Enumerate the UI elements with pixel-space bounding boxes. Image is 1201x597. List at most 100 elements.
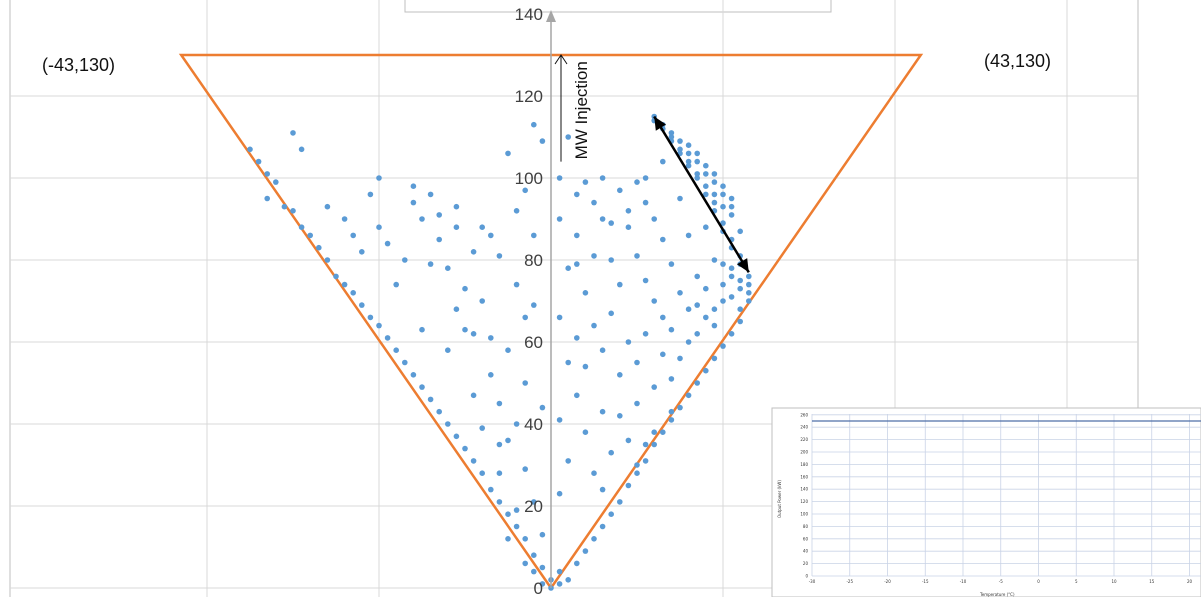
data-point xyxy=(642,199,649,206)
data-point xyxy=(608,257,614,263)
data-point xyxy=(711,257,718,263)
corner-label-right: (43,130) xyxy=(984,51,1051,71)
data-point xyxy=(703,191,709,198)
data-point xyxy=(445,265,451,272)
data-point xyxy=(720,183,726,189)
data-point xyxy=(479,224,486,230)
trajectory-arrow xyxy=(653,115,750,273)
inset-y-tick-label: 220 xyxy=(800,437,808,442)
y-axis: 0 20 40 60 80 100 120 140 xyxy=(515,5,556,597)
data-point xyxy=(462,326,468,333)
data-point xyxy=(531,302,537,308)
data-point xyxy=(642,277,649,284)
data-point xyxy=(264,171,271,177)
data-point xyxy=(582,429,589,436)
data-point xyxy=(694,380,700,386)
data-point xyxy=(324,257,331,263)
inset-x-tick-label: -30 xyxy=(809,579,816,584)
data-point xyxy=(290,208,296,214)
inset-x-axis-title: Temperature (°C) xyxy=(979,592,1015,597)
data-point xyxy=(617,413,623,419)
data-point xyxy=(298,224,305,230)
data-point xyxy=(522,466,528,472)
data-point xyxy=(470,331,477,337)
data-point xyxy=(565,577,571,583)
data-point xyxy=(694,302,700,308)
data-point xyxy=(685,232,692,239)
y-tick-label: 80 xyxy=(524,251,543,270)
data-point xyxy=(720,203,726,210)
data-point xyxy=(694,158,700,165)
data-point xyxy=(298,146,305,153)
data-point xyxy=(634,462,640,468)
data-point xyxy=(660,351,666,358)
data-point xyxy=(703,171,709,177)
data-point xyxy=(608,449,614,456)
data-point xyxy=(341,216,348,222)
data-point xyxy=(453,306,460,313)
data-point xyxy=(711,306,718,313)
data-point xyxy=(427,396,434,403)
data-point xyxy=(737,306,743,313)
data-point xyxy=(711,355,718,362)
data-point xyxy=(565,265,571,272)
data-point xyxy=(617,187,623,194)
data-point xyxy=(574,560,580,567)
data-point xyxy=(642,458,649,464)
inset-y-tick-label: 80 xyxy=(803,524,809,529)
data-point xyxy=(668,408,675,415)
data-point xyxy=(599,408,606,415)
data-point xyxy=(668,134,675,140)
data-point xyxy=(419,216,425,222)
data-point xyxy=(505,511,511,517)
data-point xyxy=(728,294,735,300)
data-point xyxy=(634,359,640,366)
data-point xyxy=(539,404,546,411)
data-point xyxy=(565,134,571,140)
data-point xyxy=(445,421,451,427)
data-point xyxy=(625,339,632,345)
data-point xyxy=(255,158,262,165)
inset-x-tick-label: -10 xyxy=(960,579,967,584)
data-point xyxy=(711,199,718,206)
data-point xyxy=(393,281,400,288)
data-point xyxy=(539,564,546,571)
data-point xyxy=(393,347,400,354)
data-point xyxy=(668,261,675,267)
data-point xyxy=(462,285,468,292)
data-point xyxy=(728,195,735,202)
data-point xyxy=(470,458,477,464)
data-point xyxy=(728,265,735,272)
data-point xyxy=(617,372,623,378)
data-point xyxy=(419,326,425,333)
data-point xyxy=(694,175,700,181)
y-tick-label: 120 xyxy=(515,87,543,106)
data-point xyxy=(556,568,563,575)
data-point xyxy=(522,314,528,321)
data-point xyxy=(513,421,520,427)
inset-x-tick-label: -25 xyxy=(846,579,853,584)
data-point xyxy=(703,162,709,169)
inset-x-tick-label: -20 xyxy=(884,579,891,584)
inset-y-tick-label: 100 xyxy=(800,512,808,517)
data-point xyxy=(685,150,692,157)
data-point xyxy=(410,199,417,206)
inset-power-curve xyxy=(812,420,1201,422)
data-point xyxy=(247,146,253,153)
inset-tick-labels: 020406080100120140160180200220240260-30-… xyxy=(800,412,1192,584)
data-point xyxy=(599,216,606,222)
data-point xyxy=(660,236,666,243)
data-point xyxy=(427,191,434,198)
inset-background xyxy=(771,407,1201,597)
inset-y-tick-label: 240 xyxy=(800,425,808,430)
data-point xyxy=(608,220,614,226)
data-point xyxy=(359,302,365,308)
data-point xyxy=(720,298,726,304)
inset-x-tick-label: 5 xyxy=(1075,579,1078,584)
inset-y-tick-label: 160 xyxy=(800,474,808,479)
data-point xyxy=(711,191,718,198)
data-point xyxy=(574,335,580,341)
data-point xyxy=(625,224,632,230)
data-point xyxy=(582,179,589,185)
